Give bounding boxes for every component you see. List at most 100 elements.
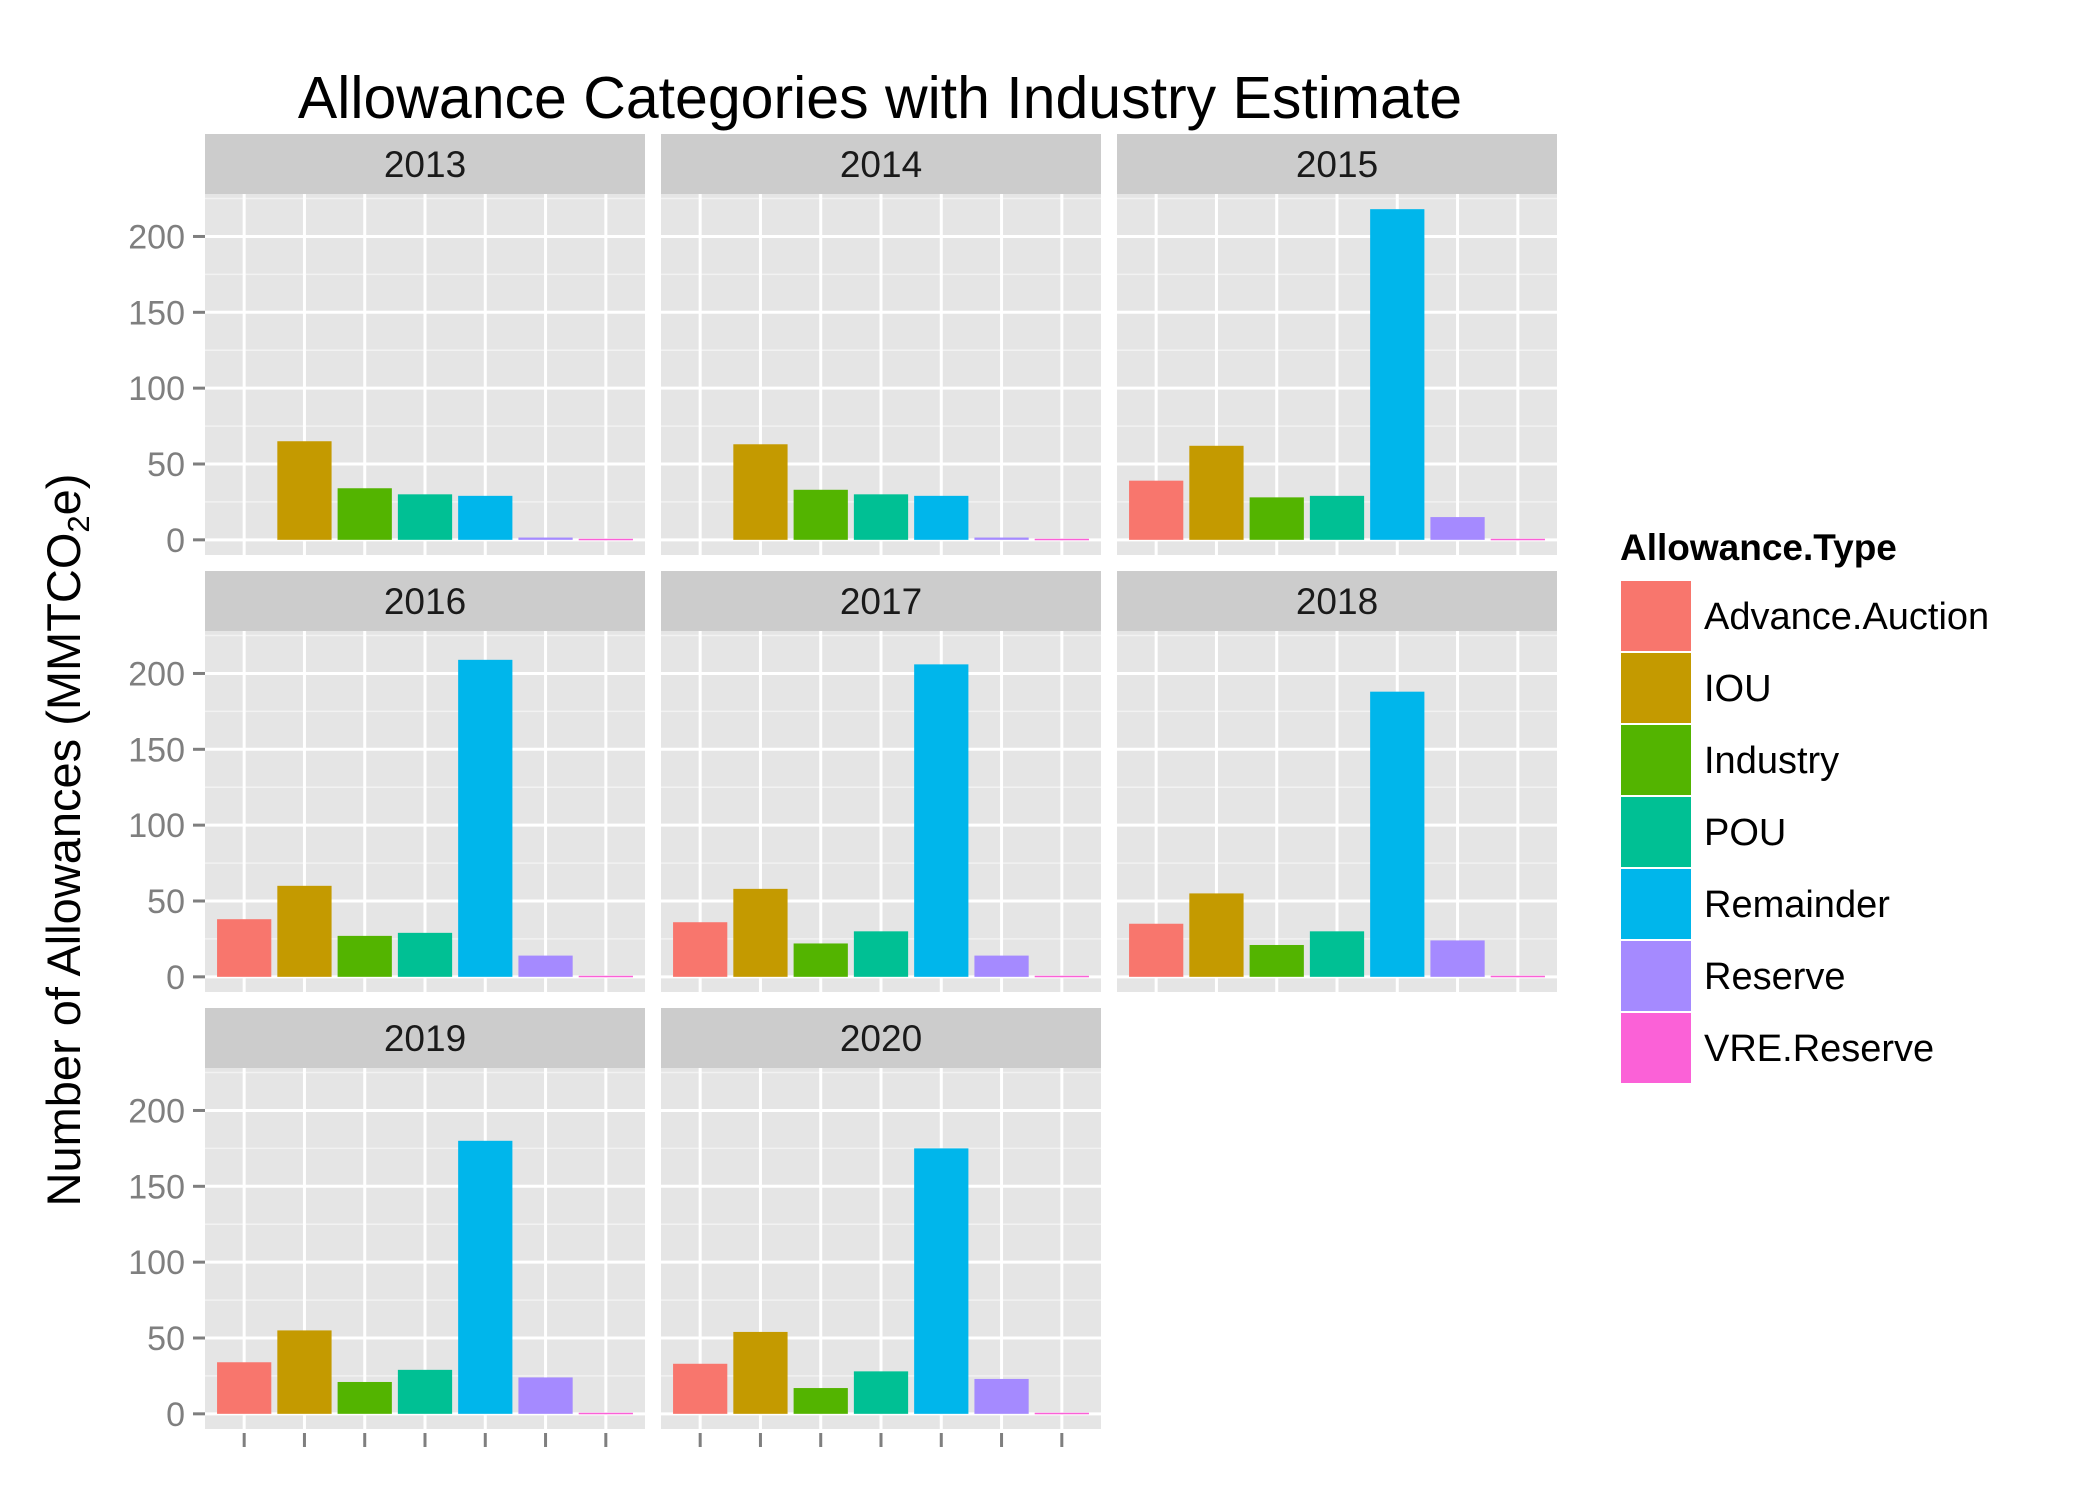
bar-Remainder-2015 bbox=[1370, 209, 1425, 540]
facet-strip-label: 2013 bbox=[384, 144, 466, 185]
bar-Advance.Auction-2017 bbox=[673, 922, 728, 977]
legend-label-VRE.Reserve: VRE.Reserve bbox=[1704, 1028, 1934, 1070]
bar-Industry-2016 bbox=[337, 935, 392, 977]
bar-IOU-2017 bbox=[733, 888, 788, 977]
facet-2018: 2018 bbox=[1117, 571, 1557, 992]
legend-label-Advance.Auction: Advance.Auction bbox=[1704, 596, 1989, 638]
bar-Industry-2019 bbox=[337, 1381, 392, 1414]
legend-key-Industry bbox=[1621, 725, 1691, 795]
facet-strip-label: 2019 bbox=[384, 1018, 466, 1059]
facet-2013: 2013 0 50 100 150 200 bbox=[128, 134, 645, 560]
facet-strip bbox=[1117, 134, 1557, 194]
facet-strip-label: 2017 bbox=[840, 581, 922, 622]
y-tick-label: 200 bbox=[128, 655, 185, 693]
bar-IOU-2020 bbox=[733, 1331, 788, 1414]
bar-VRE.Reserve-2020 bbox=[1034, 1412, 1089, 1415]
facet-2019: 2019 0 50 100 150 200 bbox=[128, 1008, 645, 1447]
y-axis-label-tail: e) bbox=[37, 474, 90, 516]
bar-POU-2019 bbox=[397, 1369, 453, 1414]
bar-VRE.Reserve-2014 bbox=[1034, 538, 1089, 541]
bar-IOU-2013 bbox=[277, 441, 332, 540]
bar-Reserve-2019 bbox=[518, 1377, 573, 1414]
bar-Remainder-2018 bbox=[1370, 691, 1425, 977]
legend-label-Reserve: Reserve bbox=[1704, 956, 1846, 998]
y-tick-label: 200 bbox=[128, 1092, 185, 1130]
bar-VRE.Reserve-2016 bbox=[578, 975, 633, 978]
bar-Advance.Auction-2019 bbox=[217, 1362, 272, 1414]
bar-VRE.Reserve-2017 bbox=[1034, 975, 1089, 978]
bar-Advance.Auction-2015 bbox=[1129, 480, 1184, 540]
facet-strip-label: 2015 bbox=[1296, 144, 1378, 185]
legend-label-POU: POU bbox=[1704, 812, 1786, 854]
y-tick-label: 50 bbox=[147, 883, 185, 921]
bar-Remainder-2019 bbox=[458, 1140, 513, 1414]
bar-IOU-2016 bbox=[277, 885, 332, 977]
facet-strip bbox=[205, 571, 645, 631]
legend-title: Allowance.Type bbox=[1620, 527, 1897, 568]
y-tick-label: 50 bbox=[147, 1320, 185, 1358]
legend-key-Advance.Auction bbox=[1621, 581, 1691, 651]
y-tick-label: 0 bbox=[166, 522, 185, 560]
y-tick-label: 150 bbox=[128, 1168, 185, 1206]
bar-POU-2018 bbox=[1309, 931, 1365, 977]
chart-title: Allowance Categories with Industry Estim… bbox=[298, 65, 1462, 131]
bar-POU-2017 bbox=[853, 931, 909, 977]
y-tick-label: 150 bbox=[128, 294, 185, 332]
facet-panels: 2013 0 50 100 150 200 2014 2015 2016 0 50 100 150 200… bbox=[128, 134, 1557, 1447]
facet-2015: 2015 bbox=[1117, 134, 1557, 555]
bar-Reserve-2014 bbox=[974, 537, 1029, 540]
bar-Advance.Auction-2020 bbox=[673, 1363, 728, 1414]
y-axis-label-subscript: 2 bbox=[61, 515, 96, 532]
bar-Remainder-2013 bbox=[458, 495, 513, 540]
facet-strip-label: 2020 bbox=[840, 1018, 922, 1059]
facet-strip bbox=[661, 571, 1101, 631]
bar-POU-2020 bbox=[853, 1371, 909, 1414]
bar-Reserve-2017 bbox=[974, 955, 1029, 977]
bar-Reserve-2016 bbox=[518, 955, 573, 977]
bar-VRE.Reserve-2013 bbox=[578, 538, 633, 541]
facet-strip bbox=[205, 1008, 645, 1068]
bar-Reserve-2018 bbox=[1430, 940, 1485, 977]
legend-key-IOU bbox=[1621, 653, 1691, 723]
facet-strip bbox=[661, 134, 1101, 194]
legend-key-Reserve bbox=[1621, 941, 1691, 1011]
facet-2020: 2020 bbox=[661, 1008, 1101, 1447]
facet-2014: 2014 bbox=[661, 134, 1101, 555]
bar-POU-2014 bbox=[853, 494, 909, 540]
bar-POU-2016 bbox=[397, 932, 453, 977]
y-tick-label: 50 bbox=[147, 446, 185, 484]
y-tick-label: 100 bbox=[128, 807, 185, 845]
bar-Remainder-2016 bbox=[458, 659, 513, 977]
bar-Reserve-2020 bbox=[974, 1378, 1029, 1414]
facet-strip-label: 2016 bbox=[384, 581, 466, 622]
legend-label-Industry: Industry bbox=[1704, 740, 1839, 782]
y-tick-label: 100 bbox=[128, 1244, 185, 1282]
facet-strip bbox=[661, 1008, 1101, 1068]
facet-strip bbox=[1117, 571, 1557, 631]
bar-Reserve-2015 bbox=[1430, 517, 1485, 540]
facet-strip bbox=[205, 134, 645, 194]
bar-Advance.Auction-2016 bbox=[217, 919, 272, 977]
legend: Allowance.Type Advance.Auction IOU Industry… bbox=[1619, 527, 1989, 1085]
bar-Industry-2013 bbox=[337, 488, 392, 540]
bar-Reserve-2013 bbox=[518, 537, 573, 540]
y-tick-label: 200 bbox=[128, 218, 185, 256]
y-tick-label: 0 bbox=[166, 959, 185, 997]
legend-label-IOU: IOU bbox=[1704, 668, 1772, 710]
bar-POU-2015 bbox=[1309, 495, 1365, 540]
bar-Industry-2018 bbox=[1249, 944, 1304, 977]
bar-Industry-2014 bbox=[793, 489, 848, 540]
bar-Industry-2020 bbox=[793, 1388, 848, 1414]
bar-VRE.Reserve-2015 bbox=[1490, 538, 1545, 541]
facet-2016: 2016 0 50 100 150 200 bbox=[128, 571, 645, 997]
legend-label-Remainder: Remainder bbox=[1704, 884, 1890, 926]
facet-strip-label: 2014 bbox=[840, 144, 922, 185]
y-axis-label: Number of Allowances (MMTCO2e) bbox=[37, 474, 96, 1207]
bar-Remainder-2014 bbox=[914, 495, 969, 540]
legend-key-POU bbox=[1621, 797, 1691, 867]
bar-VRE.Reserve-2018 bbox=[1490, 975, 1545, 978]
bar-VRE.Reserve-2019 bbox=[578, 1412, 633, 1415]
bar-Industry-2015 bbox=[1249, 497, 1304, 540]
bar-IOU-2019 bbox=[277, 1330, 332, 1414]
